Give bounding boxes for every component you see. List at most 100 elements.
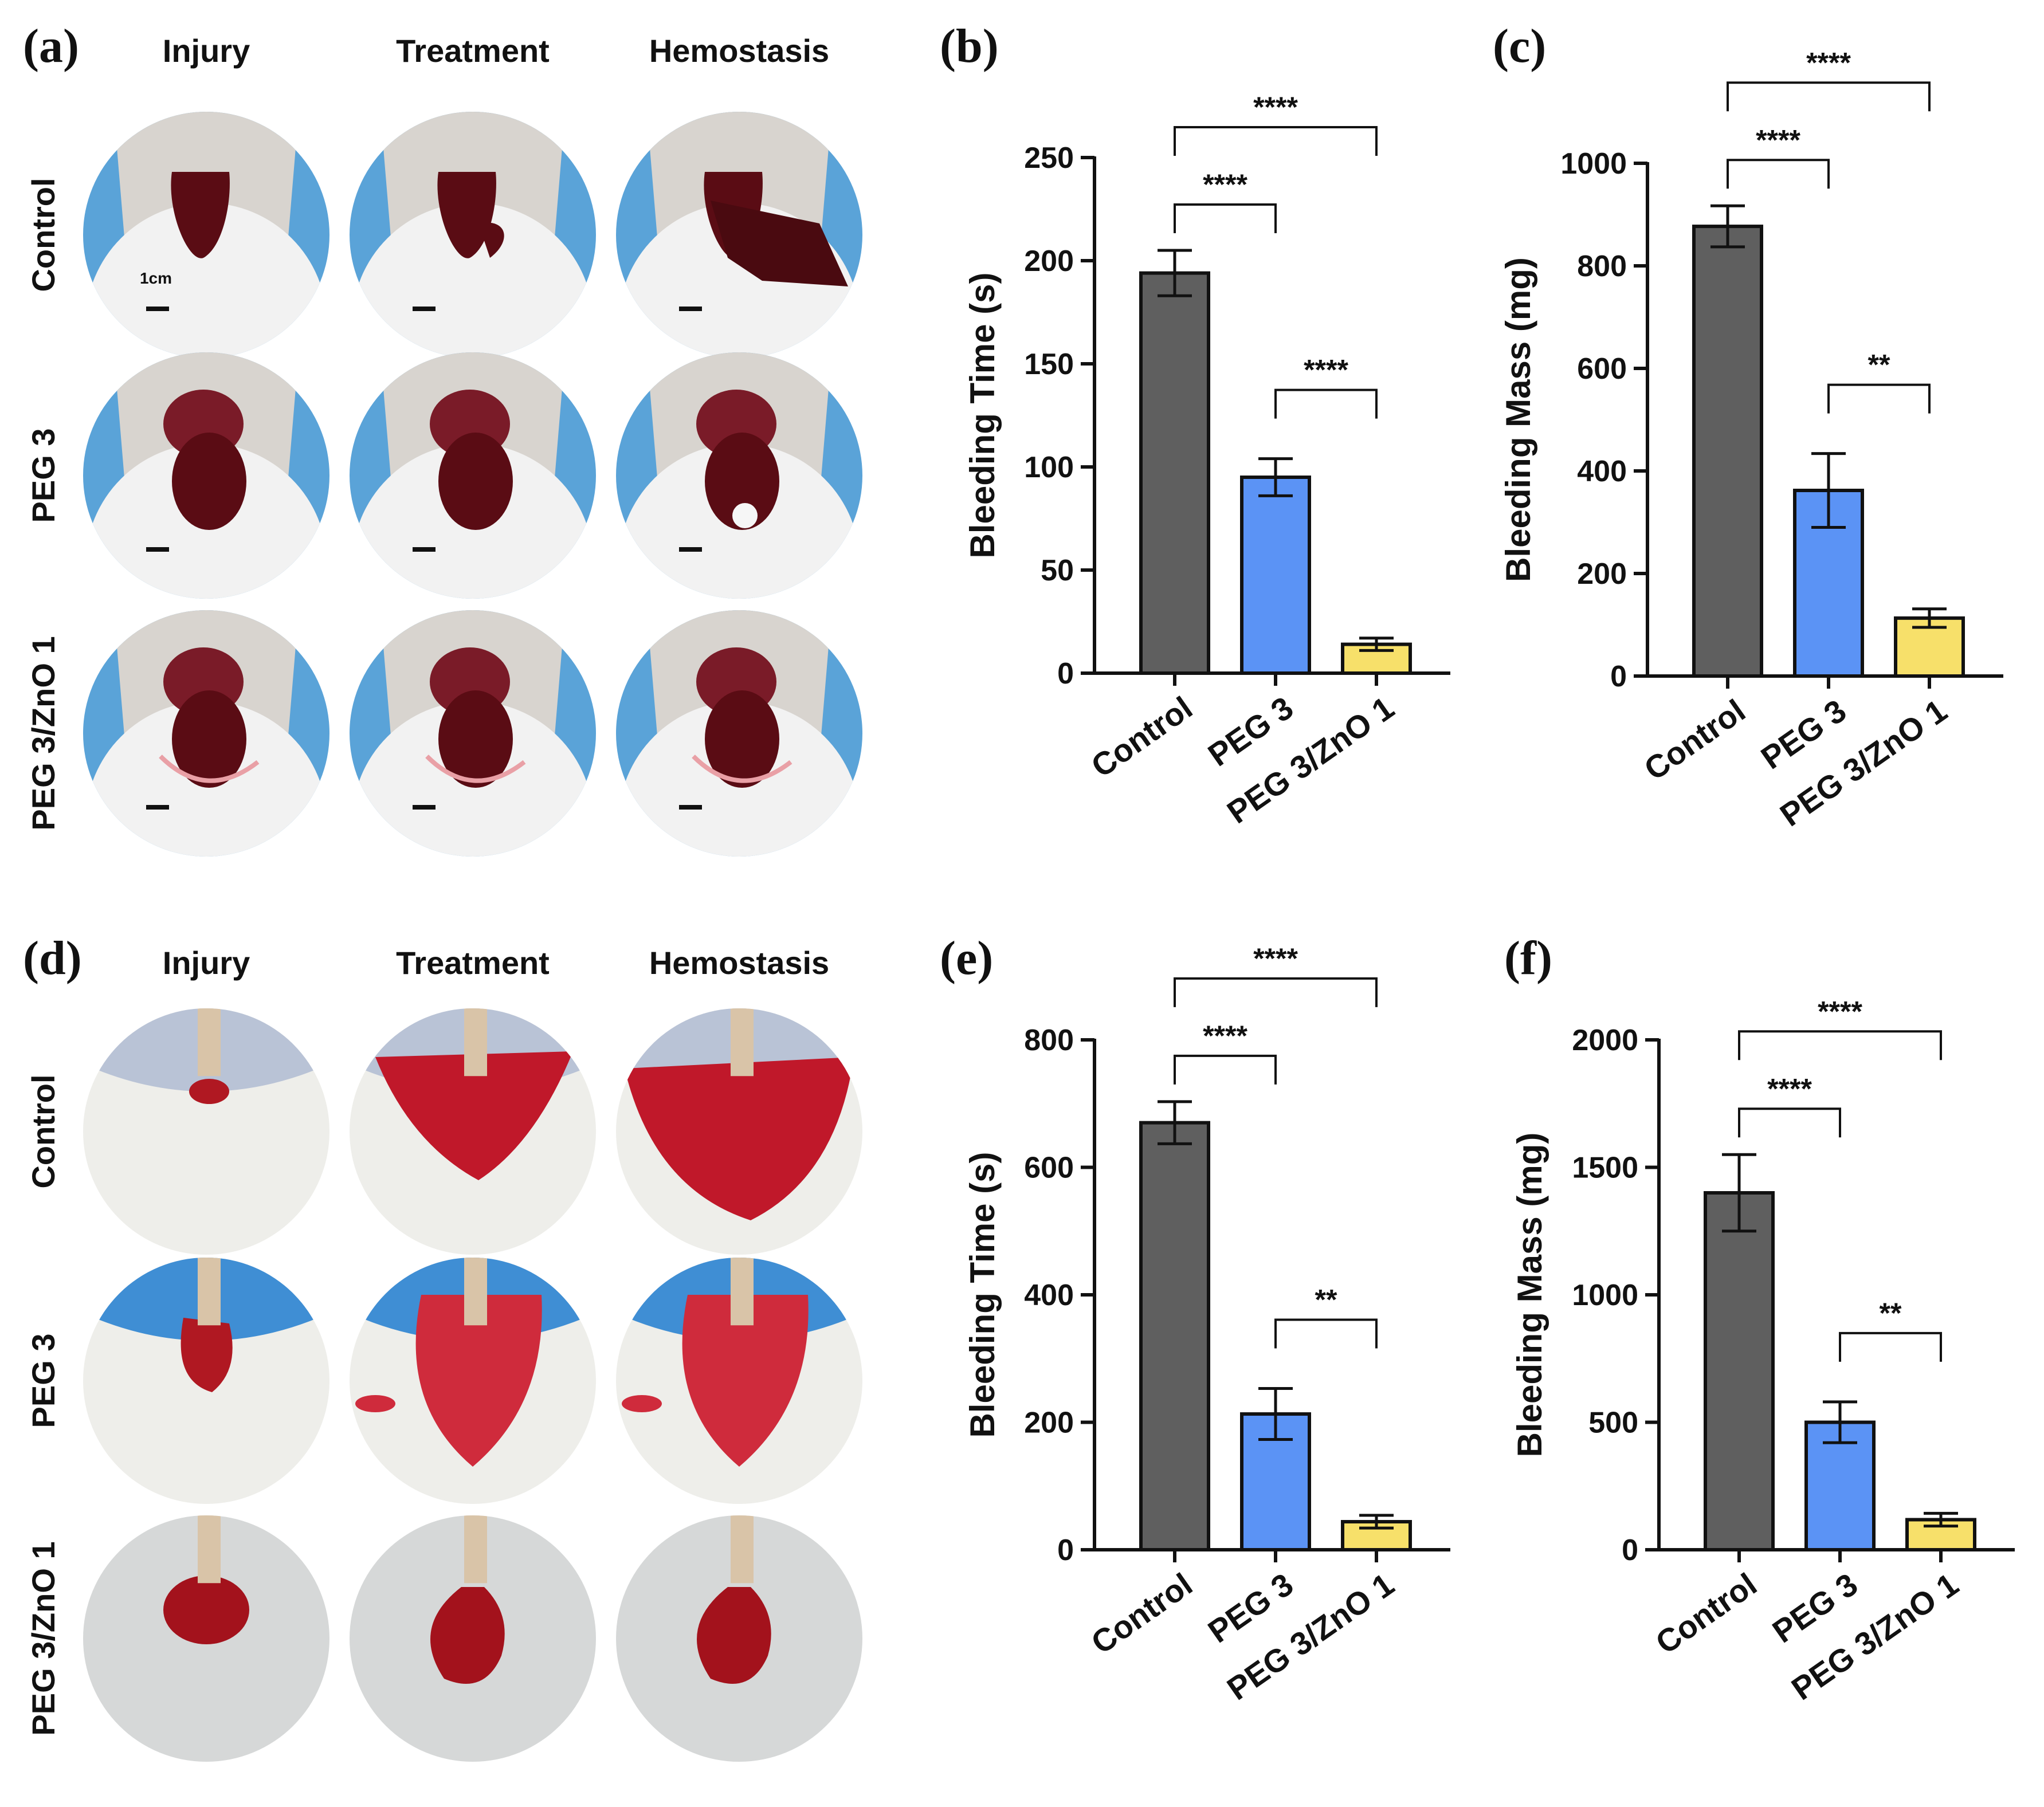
x-category-label: Control [1085, 689, 1199, 784]
y-tick-label: 500 [1588, 1407, 1638, 1440]
significance-bracket [1174, 203, 1277, 233]
tail [731, 1515, 754, 1584]
blood-pool [430, 1587, 505, 1684]
photo-panel-d: (d) Injury Treatment Hemostasis Control PEG 3… [23, 932, 862, 1762]
bar [1692, 225, 1763, 678]
row-label: PEG 3/ZnO 1 [25, 1541, 61, 1735]
photo-circle [616, 352, 862, 599]
blood-spill [478, 222, 504, 258]
photo-circle [83, 352, 329, 599]
panel-label: (a) [23, 19, 79, 73]
y-tick-label: 100 [1024, 451, 1074, 484]
bar [1240, 476, 1311, 675]
filter-paper [352, 203, 594, 358]
filter-paper [85, 701, 327, 857]
gauze-spot [732, 503, 758, 528]
liver-lobe [172, 433, 246, 530]
chart-b: (b) 0 50 100 150 200 250 Bleeding Time (s) Contr… [940, 19, 1450, 830]
y-tick-label: 400 [1577, 455, 1627, 488]
y-tick-label: 800 [1024, 1024, 1074, 1057]
column-header: Hemostasis [649, 33, 829, 69]
significance-label: **** [1767, 1073, 1812, 1105]
photo-circle [83, 1008, 329, 1255]
y-tick-label: 150 [1024, 348, 1074, 381]
significance-label: ** [1880, 1297, 1902, 1329]
blood-pool [375, 1051, 573, 1180]
y-tick-label: 2000 [1572, 1024, 1638, 1057]
significance-bracket [1738, 1030, 1942, 1060]
significance-bracket [1174, 977, 1378, 1007]
significance-label: **** [1253, 91, 1298, 123]
blood-stain [692, 755, 793, 783]
panel-label: (d) [23, 932, 82, 985]
y-tick-label: 0 [1057, 657, 1074, 690]
y-axis-label: Bleeding Time (s) [963, 273, 1002, 559]
x-category-label: PEG 3/ZnO 1 [1221, 689, 1400, 830]
photo-circle [83, 1258, 329, 1504]
x-category-label: PEG 3/ZnO 1 [1785, 1566, 1965, 1707]
y-tick-label: 1000 [1572, 1279, 1638, 1312]
column-header: Treatment [396, 33, 550, 69]
filter-paper [352, 443, 594, 599]
filter-paper [85, 443, 327, 599]
significance-label: **** [1756, 124, 1800, 156]
tail [464, 1258, 487, 1326]
y-tick-label: 1000 [1560, 147, 1627, 180]
blood-pool [711, 201, 848, 286]
tail [198, 1515, 221, 1584]
liver-lobe [171, 172, 230, 258]
column-header: Injury [163, 945, 250, 981]
photo-circle [83, 610, 329, 857]
blood-splash [355, 1395, 395, 1412]
photo-circle [616, 112, 862, 358]
liver-lobe [705, 433, 779, 530]
blood-pool [163, 1576, 249, 1644]
tail [731, 1258, 754, 1326]
scale-bar [146, 805, 169, 810]
photo-circle [350, 112, 596, 358]
chart-f: (f) 0 500 1000 1500 2000 Bleeding Mass (mg) Con… [1504, 932, 2015, 1707]
blood-pool [697, 1587, 771, 1684]
significance-label: ** [1315, 1284, 1337, 1316]
y-axis-label: Bleeding Time (s) [963, 1152, 1002, 1438]
y-tick-label: 50 [1041, 554, 1074, 587]
significance-bracket [1174, 1054, 1277, 1085]
scale-bar [146, 547, 169, 552]
liver-lobe [437, 172, 496, 258]
photo-circle [616, 1008, 862, 1255]
row-label: PEG 3 [25, 429, 61, 523]
liver-lobe [438, 690, 513, 788]
bar-charts: (b) 0 50 100 150 200 250 Bleeding Time (s) Contr… [940, 19, 2015, 1707]
blood-pool [181, 1318, 233, 1392]
y-tick-label: 600 [1577, 352, 1627, 386]
y-tick-label: 200 [1577, 557, 1627, 591]
significance-bracket [1274, 1318, 1378, 1349]
filter-paper [618, 701, 860, 857]
blood-splash [622, 1395, 662, 1412]
y-tick-label: 0 [1622, 1534, 1638, 1567]
filter-paper [85, 203, 327, 358]
row-label: PEG 3/ZnO 1 [25, 636, 61, 830]
photo-circle [350, 1008, 596, 1255]
y-tick-label: 200 [1024, 1407, 1074, 1440]
significance-label: **** [1203, 1020, 1247, 1052]
tail [464, 1008, 487, 1077]
photo-panel-a: (a) Injury Treatment Hemostasis Control PEG 3… [23, 19, 862, 857]
x-category-label: PEG 3/ZnO 1 [1774, 692, 1953, 833]
significance-bracket [1274, 388, 1378, 419]
significance-bracket [1727, 81, 1931, 112]
bar [1704, 1191, 1775, 1551]
photo-circle [350, 610, 596, 857]
y-axis-label: Bleeding Mass (mg) [1499, 257, 1537, 582]
y-axis-label: Bleeding Mass (mg) [1511, 1133, 1549, 1458]
photo-circle [350, 352, 596, 599]
bar [1139, 1121, 1210, 1551]
scale-bar [146, 307, 169, 311]
tail [731, 1008, 754, 1077]
row-label: PEG 3 [25, 1334, 61, 1428]
significance-label: **** [1818, 995, 1862, 1027]
significance-label: **** [1253, 942, 1298, 975]
y-tick-label: 0 [1610, 660, 1627, 693]
panel-label: (c) [1493, 19, 1546, 73]
